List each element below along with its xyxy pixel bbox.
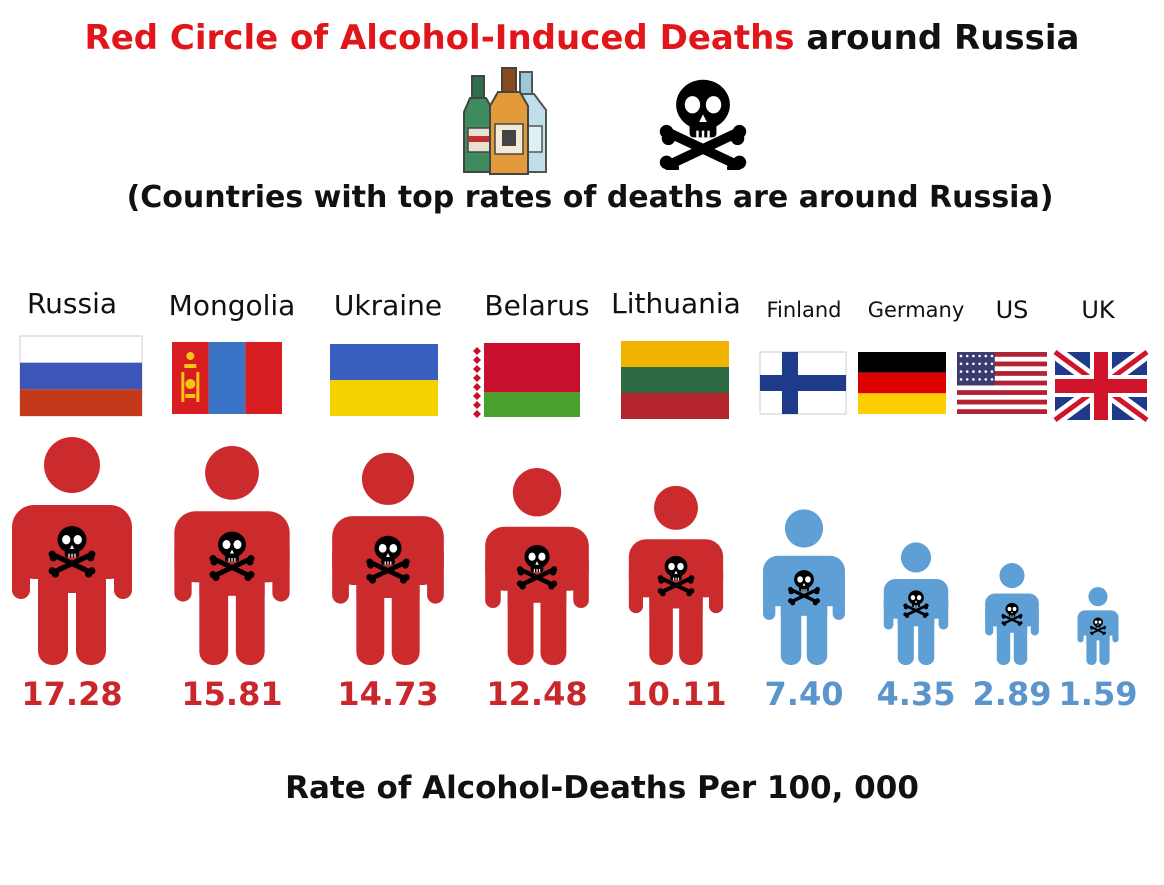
person-mark-germany [883,542,949,665]
value-label-ukraine: 14.73 [337,675,438,713]
country-label-russia: Russia [27,287,117,320]
person-mark-russia [12,437,132,665]
skull-icon [788,570,820,606]
person-mark-uk [1077,587,1119,665]
value-label-finland: 7.40 [765,675,844,713]
skull-icon [209,531,255,582]
country-label-us: US [996,296,1029,324]
flag-us-icon [957,352,1047,414]
skull-icon [366,535,410,584]
skull-icon [516,545,558,590]
skull-icon [1090,617,1106,636]
country-label-ukraine: Ukraine [334,289,442,322]
value-label-russia: 17.28 [21,675,122,713]
flag-russia-icon [19,335,143,417]
country-label-lithuania: Lithuania [611,287,741,320]
flag-belarus-icon [470,343,580,418]
value-label-us: 2.89 [973,675,1052,713]
flag-germany-icon [858,352,946,414]
country-label-germany: Germany [868,298,965,322]
value-label-mongolia: 15.81 [181,675,282,713]
person-mark-mongolia [174,445,290,665]
person-mark-ukraine [332,452,444,665]
value-label-uk: 1.59 [1059,675,1138,713]
skull-crossbones-icon [659,79,747,170]
skull-icon [48,526,96,578]
chart-title: Red Circle of Alcohol-Induced Deaths aro… [0,18,1164,58]
chart-xlabel: Rate of Alcohol-Deaths Per 100, 000 [285,770,919,806]
liquor-bottles-icon [463,67,547,175]
value-label-germany: 4.35 [877,675,956,713]
flag-mongolia-icon [172,342,282,414]
person-mark-belarus [485,468,589,665]
flag-finland-icon [759,351,847,415]
chart-subtitle: (Countries with top rates of deaths are … [126,180,1054,215]
title-highlight: Red Circle of Alcohol-Induced Deaths [84,18,795,58]
country-label-mongolia: Mongolia [169,289,296,322]
flag-lithuania-icon [621,341,729,419]
person-mark-us [985,563,1039,665]
country-label-belarus: Belarus [484,289,589,322]
skull-icon [903,590,929,619]
value-label-belarus: 12.48 [486,675,587,713]
flag-uk-icon [1050,346,1152,426]
skull-icon [657,555,695,597]
flag-ukraine-icon [330,344,438,416]
person-mark-lithuania [628,485,724,665]
country-label-uk: UK [1081,296,1116,324]
person-mark-finland [763,509,845,665]
skull-icon [1001,602,1023,626]
country-label-finland: Finland [766,298,841,322]
value-label-lithuania: 10.11 [625,675,726,713]
title-rest: around Russia [794,18,1080,58]
